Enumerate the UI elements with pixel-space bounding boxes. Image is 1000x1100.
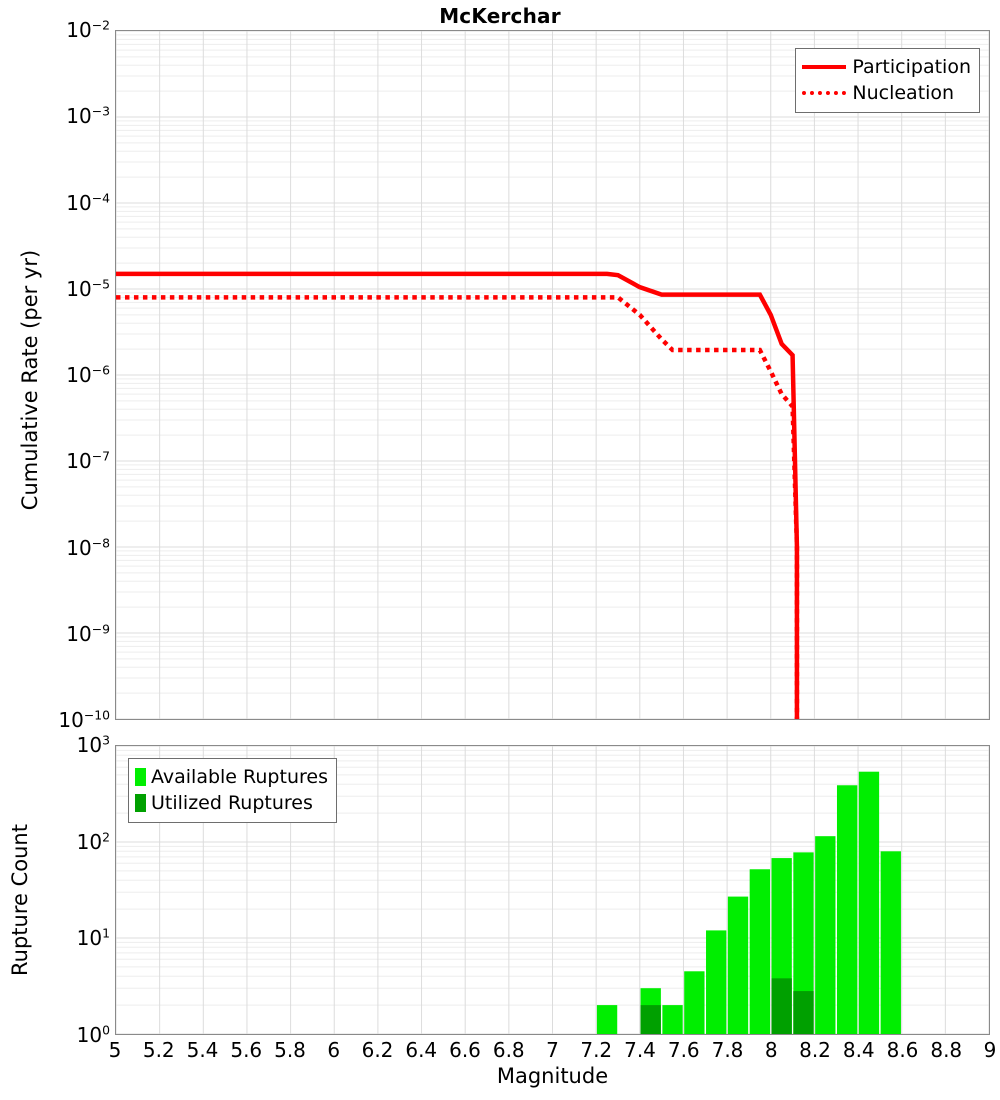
rupture-count-plot: Available Ruptures Utilized Ruptures: [115, 745, 990, 1035]
y-tick-label: 10−5: [66, 276, 110, 301]
legend-label-utilized-ruptures: Utilized Ruptures: [151, 792, 313, 814]
x-tick-label: 6.8: [492, 1038, 525, 1062]
top-plot-gridlines: [116, 31, 989, 719]
x-tick-label: 8: [764, 1038, 778, 1062]
y-tick-label: 100: [76, 1022, 110, 1047]
x-tick-label: 6.4: [405, 1038, 438, 1062]
legend-item-available-ruptures[interactable]: Available Ruptures: [135, 764, 328, 790]
y-tick-label: 10−3: [66, 103, 110, 129]
y-tick-label: 10−4: [66, 189, 110, 215]
x-tick-label: 7.6: [667, 1038, 700, 1062]
participation-line-icon: [802, 57, 847, 77]
y-tick-label: 10−6: [66, 362, 110, 387]
legend-item-nucleation[interactable]: Nucleation: [802, 80, 971, 106]
bottom-plot-y-axis-title: Rupture Count: [8, 824, 32, 976]
x-tick-label: 5.8: [274, 1038, 306, 1062]
y-tick-label: 10−10: [58, 707, 110, 732]
y-tick-label: 10−7: [66, 448, 110, 474]
legend-label-available-ruptures: Available Ruptures: [151, 766, 328, 788]
y-tick-label: 102: [76, 829, 110, 854]
bottom-plot-y-tick-labels: 103 102 101 100: [0, 733, 110, 1047]
y-tick-label: 103: [76, 732, 110, 757]
bottom-plot-bars: [596, 771, 901, 1034]
x-tick-label: 8.4: [842, 1038, 875, 1062]
x-axis-title: Magnitude: [496, 1064, 609, 1088]
legend-label-participation: Participation: [852, 56, 971, 78]
y-tick-label: 10−8: [66, 534, 110, 560]
x-tick-label: 9: [983, 1038, 997, 1062]
legend-label-nucleation: Nucleation: [852, 82, 955, 104]
top-plot-y-tick-labels: 10−2 10−3 10−4 10−5 10−6 10−7 10−8 10−9 10−10: [0, 18, 110, 732]
nucleation-line-icon: [802, 83, 847, 103]
x-tick-label: 6.2: [361, 1038, 394, 1062]
x-tick-label: 7.8: [711, 1038, 744, 1062]
x-tick-label: 7.2: [580, 1038, 613, 1062]
x-tick-label: 8.2: [799, 1038, 831, 1062]
y-tick-label: 10−9: [66, 621, 110, 646]
x-tick-label: 5: [108, 1038, 122, 1062]
x-tick-label: 5.4: [186, 1038, 219, 1062]
bottom-plot-legend: Available Ruptures Utilized Ruptures: [128, 758, 337, 823]
top-plot-legend: Participation Nucleation: [795, 48, 980, 113]
x-tick-label: 8.6: [886, 1038, 919, 1062]
x-tick-label: 7: [546, 1038, 559, 1062]
figure-title: McKerchar: [439, 4, 561, 28]
x-tick-label: 7.4: [624, 1038, 656, 1062]
available-ruptures-swatch-icon: [135, 768, 146, 786]
y-tick-label: 101: [76, 925, 110, 951]
legend-item-participation[interactable]: Participation: [802, 54, 971, 80]
x-tick-label: 8.8: [930, 1038, 963, 1062]
x-tick-label: 6.6: [449, 1038, 481, 1062]
cumulative-rate-plot: Participation Nucleation: [115, 30, 990, 720]
utilized-ruptures-swatch-icon: [135, 794, 146, 812]
x-tick-label: 5.2: [142, 1038, 175, 1062]
y-tick-label: 10−2: [66, 17, 110, 42]
x-tick-label: 6: [327, 1038, 341, 1062]
x-tick-label: 5.6: [230, 1038, 263, 1062]
top-plot-y-axis-title: Cumulative Rate (per yr): [18, 249, 42, 511]
top-plot-curves: [116, 271, 800, 719]
legend-item-utilized-ruptures[interactable]: Utilized Ruptures: [135, 790, 328, 816]
